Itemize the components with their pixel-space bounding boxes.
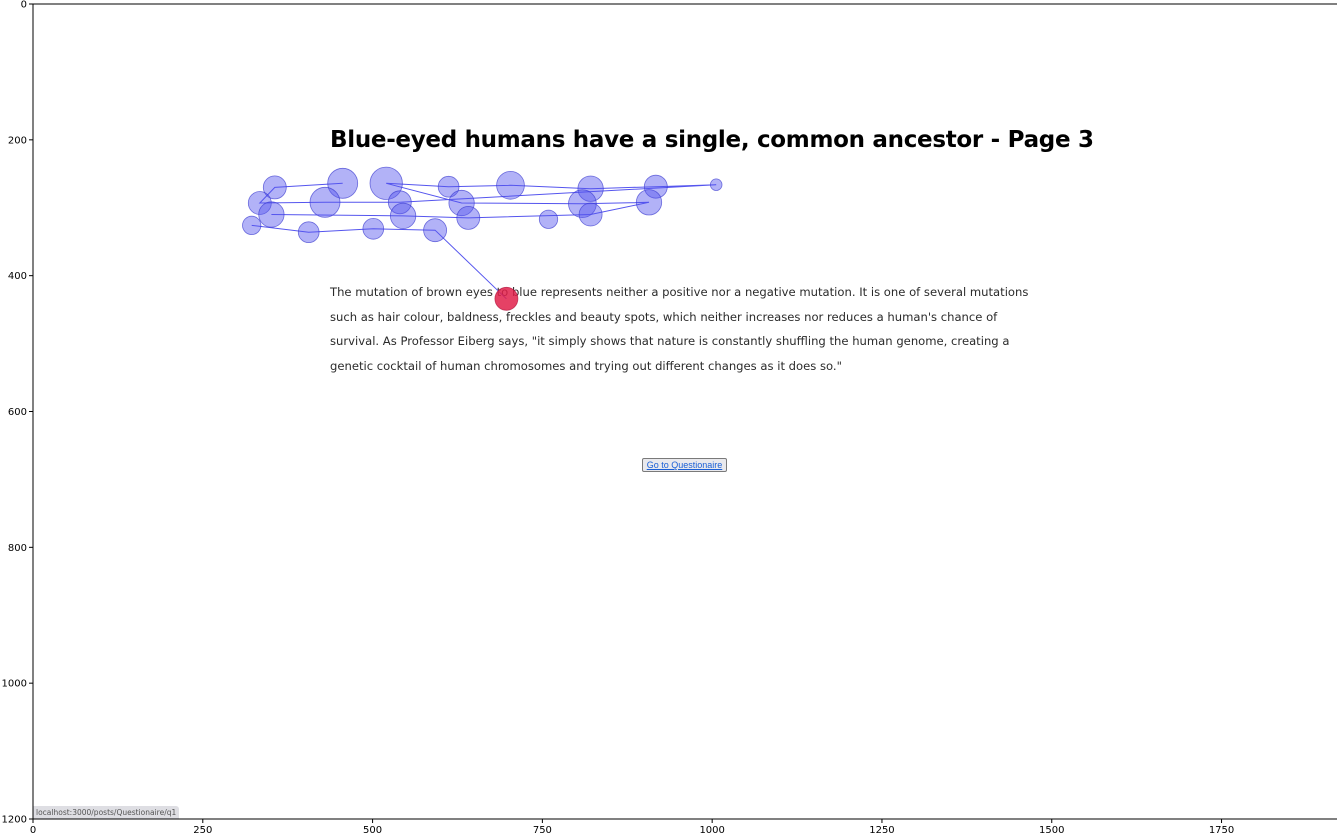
article-body: The mutation of brown eyes to blue repre…	[330, 285, 1029, 373]
web-page: Blue-eyed humans have a single, common a…	[33, 4, 1337, 819]
y-tick-label: 200	[8, 135, 27, 146]
y-tick-label: 1200	[2, 815, 27, 826]
x-tick-label: 750	[533, 825, 552, 836]
y-tick-label: 0	[21, 0, 27, 11]
y-tick-label: 400	[8, 271, 27, 282]
x-tick-label: 1000	[699, 825, 724, 836]
y-tick-label: 1000	[2, 679, 27, 690]
y-tick-label: 600	[8, 407, 27, 418]
y-tick-label: 800	[8, 543, 27, 554]
status-bar-url: localhost:3000/posts/Questionaire/q1	[33, 806, 180, 819]
x-tick-label: 250	[193, 825, 212, 836]
x-tick-label: 1750	[1209, 825, 1234, 836]
x-tick-label: 1500	[1039, 825, 1064, 836]
x-tick-label: 500	[363, 825, 382, 836]
go-to-questionaire-button[interactable]: Go to Questionaire	[642, 458, 727, 472]
article-headline: Blue-eyed humans have a single, common a…	[330, 127, 1094, 153]
x-tick-label: 0	[30, 825, 36, 836]
x-tick-label: 1250	[869, 825, 894, 836]
